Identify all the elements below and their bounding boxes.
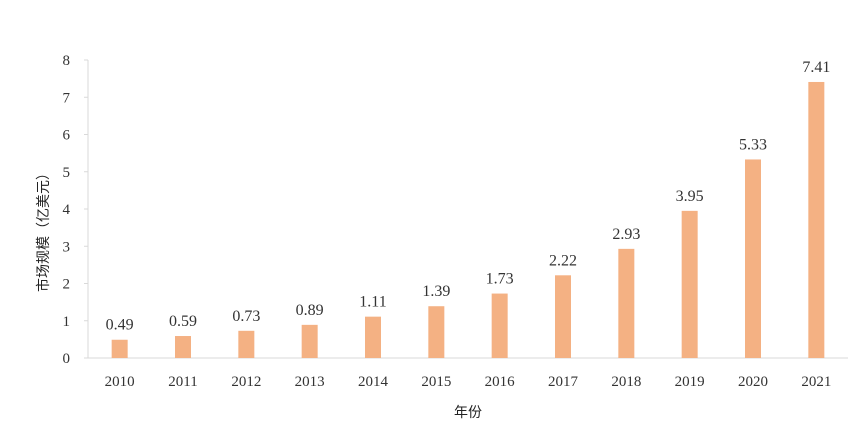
- x-tick-label: 2017: [548, 374, 579, 390]
- data-label-2013: 0.89: [296, 302, 324, 319]
- x-tick-label: 2021: [801, 374, 831, 390]
- data-label-2017: 2.22: [549, 252, 577, 269]
- y-tick-label: 4: [63, 202, 71, 218]
- data-label-2021: 7.41: [802, 59, 830, 76]
- data-label-2019: 3.95: [676, 188, 704, 205]
- bar-2020: [745, 159, 761, 358]
- y-axis-ticks: 0 1 2 3 4 5 6 7 8: [63, 53, 88, 367]
- bar-2012: [238, 330, 255, 358]
- x-tick-label: 2014: [358, 374, 389, 390]
- bar-2018: [618, 248, 635, 358]
- x-tick-label: 2020: [738, 374, 768, 390]
- bar-2014: [365, 316, 381, 358]
- data-label-2011: 0.59: [169, 313, 197, 330]
- x-tick-label: 2012: [231, 374, 261, 390]
- bars: 0.49 0.59 0.73 0.89 1.11 1.39 1.73 2.22 2.93 3.95…: [106, 59, 830, 358]
- y-tick-label: 6: [63, 128, 71, 144]
- data-label-2014: 1.11: [359, 294, 386, 311]
- data-label-2018: 2.93: [612, 226, 640, 243]
- data-label-2012: 0.73: [232, 308, 260, 325]
- y-tick-label: 7: [63, 90, 71, 106]
- x-axis-title: 年份: [454, 405, 482, 421]
- bar-2010: [111, 339, 128, 358]
- bar-2021: [808, 81, 825, 358]
- data-label-2010: 0.49: [106, 317, 134, 334]
- data-label-2020: 5.33: [739, 136, 767, 153]
- y-tick-label: 5: [63, 165, 71, 181]
- y-tick-label: 8: [63, 53, 71, 69]
- y-tick-label: 1: [63, 314, 71, 330]
- y-axis-title: 市场规模（亿美元）: [35, 166, 52, 292]
- x-tick-label: 2013: [295, 374, 325, 390]
- x-axis-ticks: 2010 2011 2012 2013 2014 2015 2016 2017 2018 2019…: [105, 374, 832, 390]
- y-tick-label: 3: [63, 239, 71, 255]
- bar-2016: [491, 293, 508, 358]
- data-label-2016: 1.73: [486, 271, 514, 288]
- x-tick-label: 2016: [485, 374, 516, 390]
- x-tick-label: 2011: [168, 374, 197, 390]
- y-tick-label: 2: [63, 277, 71, 293]
- x-tick-label: 2010: [105, 374, 135, 390]
- y-tick-label: 0: [63, 351, 71, 367]
- data-label-2015: 1.39: [422, 283, 450, 300]
- x-tick-label: 2015: [421, 374, 451, 390]
- x-tick-label: 2019: [675, 374, 705, 390]
- bar-2017: [555, 275, 571, 358]
- bar-2011: [175, 336, 191, 358]
- bar-2019: [681, 210, 698, 358]
- bar-2013: [301, 324, 318, 358]
- bar-2015: [428, 306, 445, 358]
- x-tick-label: 2018: [611, 374, 641, 390]
